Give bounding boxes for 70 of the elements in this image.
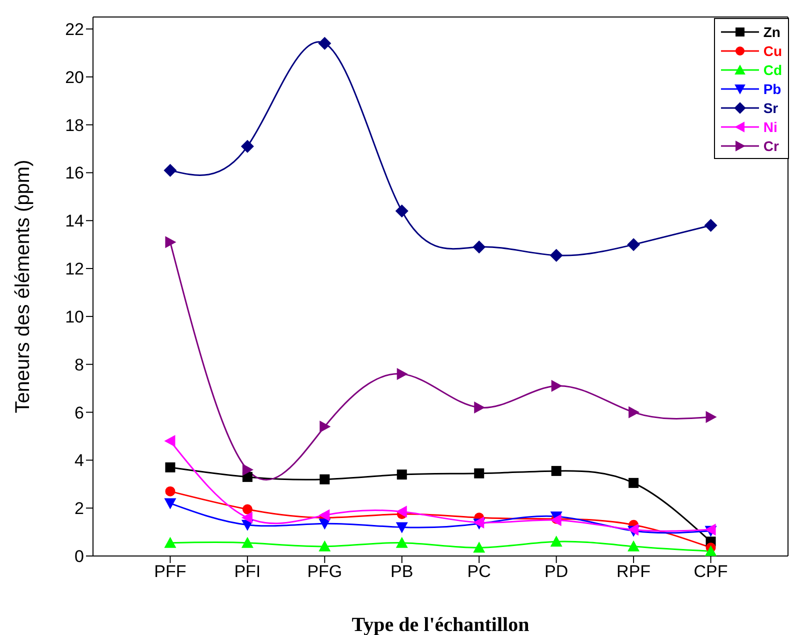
point: [164, 498, 176, 510]
point: [550, 536, 562, 547]
point: [706, 411, 717, 424]
x-tick-label: PFI: [234, 562, 261, 582]
point: [242, 464, 254, 476]
x-tick-label: PC: [467, 562, 491, 582]
point: [320, 420, 331, 433]
point: [165, 486, 176, 496]
point: [551, 466, 562, 476]
point: [396, 470, 407, 480]
legend-label: Pb: [763, 80, 782, 96]
x-tick-label: PFG: [307, 562, 342, 582]
y-tick-label: 16: [65, 164, 84, 183]
y-tick-label: 14: [65, 212, 84, 231]
x-tick-label: RPF: [616, 562, 651, 582]
point: [396, 368, 408, 380]
point: [240, 140, 254, 153]
point: [164, 536, 176, 548]
point: [320, 474, 330, 484]
point: [396, 536, 408, 548]
y-tick-label: 20: [65, 68, 84, 87]
legend-label: Zn: [763, 24, 780, 40]
point: [318, 36, 332, 50]
point: [473, 542, 486, 553]
point: [474, 401, 486, 414]
legend-label: Sr: [763, 100, 778, 116]
y-tick-label: 18: [65, 116, 84, 135]
y-tick-label: 8: [74, 355, 84, 374]
point: [550, 514, 562, 526]
legend-label: Cr: [763, 138, 779, 154]
x-axis-title: Type de l'échantillon: [352, 614, 530, 635]
point: [165, 462, 176, 472]
legend-label: Ni: [763, 118, 778, 134]
point: [628, 478, 639, 488]
x-tick-label: PB: [390, 562, 414, 582]
x-tick-label: CPF: [694, 562, 728, 582]
point: [318, 509, 330, 522]
y-tick-label: 0: [74, 547, 84, 566]
point: [164, 435, 176, 448]
point: [318, 518, 331, 530]
point: [473, 516, 484, 528]
point: [628, 540, 640, 552]
point: [241, 512, 252, 524]
point: [474, 468, 484, 478]
y-tick-label: 2: [74, 499, 84, 518]
x-tick-label: PFF: [154, 562, 186, 582]
legend-label: Cd: [763, 62, 782, 78]
point: [165, 236, 176, 248]
point: [551, 380, 562, 392]
y-tick-label: 4: [74, 451, 84, 470]
point: [704, 545, 717, 556]
point: [550, 248, 563, 262]
x-tick-label: PD: [544, 562, 568, 582]
point: [395, 204, 408, 218]
point: [318, 540, 331, 552]
point: [704, 218, 718, 232]
y-tick-label: 6: [74, 403, 84, 422]
point: [396, 522, 408, 534]
point: [628, 406, 640, 418]
point: [242, 504, 252, 514]
point: [396, 506, 407, 518]
legend-label: Cu: [763, 42, 782, 58]
point: [627, 238, 640, 252]
y-tick-label: 12: [65, 260, 84, 279]
point: [472, 240, 486, 254]
y-axis-title: Teneurs des éléments (ppm): [12, 160, 34, 414]
y-tick-label: 10: [65, 307, 84, 326]
y-tick-label: 22: [65, 20, 84, 40]
point: [241, 536, 254, 548]
point: [164, 164, 177, 177]
